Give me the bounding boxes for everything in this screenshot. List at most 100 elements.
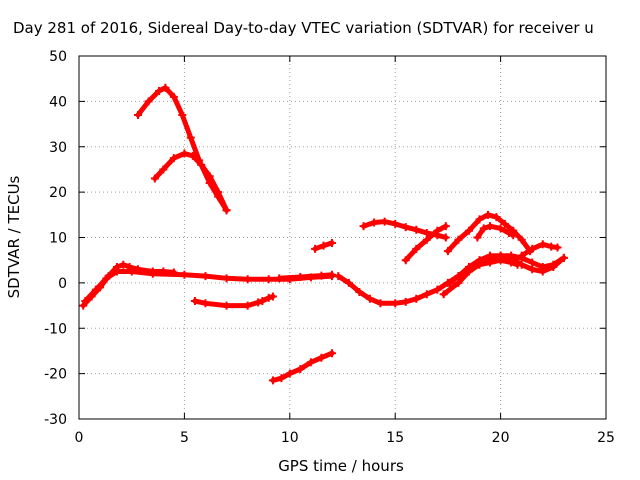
data-point (370, 218, 379, 227)
x-tick-label: 10 (281, 430, 299, 446)
data-point (355, 287, 364, 296)
x-tick-label: 0 (75, 430, 84, 446)
data-point (327, 270, 336, 279)
data-point (254, 298, 263, 307)
x-tick-label: 20 (492, 430, 510, 446)
data-point (222, 301, 231, 310)
data-point (159, 165, 168, 174)
x-tick-label: 5 (180, 430, 189, 446)
data-point (327, 238, 336, 247)
x-tick-label: 15 (386, 430, 404, 446)
data-point (483, 210, 492, 219)
data-point (412, 225, 421, 234)
data-point (327, 349, 336, 358)
series-line (445, 212, 533, 254)
data-point (422, 290, 431, 299)
data-point (222, 206, 231, 215)
data-point (201, 272, 210, 281)
x-tick-label: 25 (597, 430, 615, 446)
data-point (169, 154, 178, 163)
data-point (454, 235, 463, 244)
data-point (190, 297, 199, 306)
data-point (306, 358, 315, 367)
data-point (344, 278, 353, 287)
data-point (507, 251, 516, 260)
y-tick-label: 20 (49, 185, 67, 201)
data-point (433, 285, 442, 294)
data-point (486, 258, 495, 267)
data-point (365, 294, 374, 303)
data-point (496, 256, 505, 265)
y-tick-label: 40 (49, 94, 67, 110)
data-point (464, 267, 473, 276)
data-point (319, 241, 328, 250)
data-point (205, 172, 214, 181)
data-point (528, 244, 537, 253)
y-tick-label: -20 (44, 367, 67, 383)
data-point (334, 272, 343, 281)
data-point (180, 270, 189, 279)
data-point (144, 97, 153, 106)
series-arc-3 (134, 83, 231, 215)
data-point (178, 110, 187, 119)
data-point (214, 188, 223, 197)
data-point (505, 228, 514, 237)
data-point (401, 223, 410, 232)
data-point (102, 274, 111, 283)
data-point (446, 278, 455, 287)
data-point (538, 262, 547, 271)
data-point (412, 294, 421, 303)
data-point (492, 213, 501, 222)
data-point (479, 224, 488, 233)
data-point (549, 260, 558, 269)
data-point (422, 235, 431, 244)
data-point (454, 278, 463, 287)
data-point (161, 83, 170, 92)
data-point (500, 219, 509, 228)
data-point (155, 86, 164, 95)
data-point (127, 267, 136, 276)
data-point (422, 228, 431, 237)
data-point (150, 174, 159, 183)
data-point (243, 301, 252, 310)
series-arc-16 (517, 240, 562, 260)
series-arc-8 (275, 270, 336, 283)
data-point (296, 272, 305, 281)
data-point (268, 376, 277, 385)
data-point (264, 293, 273, 302)
data-point (311, 244, 320, 253)
data-point (507, 258, 516, 267)
data-point (496, 224, 505, 233)
data-point (264, 275, 273, 284)
data-point (401, 297, 410, 306)
series-arc-11 (401, 222, 450, 265)
data-point (277, 374, 286, 383)
data-point (473, 233, 482, 242)
data-point (317, 353, 326, 362)
data-point (91, 285, 100, 294)
data-point (169, 92, 178, 101)
series-arc-6 (268, 349, 336, 385)
series-arc-2 (81, 267, 336, 306)
data-point (475, 215, 484, 224)
data-point (528, 258, 537, 267)
data-point (134, 110, 143, 119)
series-arc-4 (150, 149, 231, 215)
data-point (119, 260, 128, 269)
y-tick-label: -10 (44, 321, 67, 337)
data-point (538, 240, 547, 249)
y-tick-label: -30 (44, 412, 67, 428)
data-point (188, 151, 197, 160)
data-point (441, 233, 450, 242)
data-point (553, 243, 562, 252)
data-point (517, 235, 526, 244)
data-point (186, 133, 195, 142)
plot-frame (78, 55, 607, 420)
data-point (433, 226, 442, 235)
axis-ticks: 0 5 10 15 20 25 -30 -20 -10 0 10 20 30 40 50 (44, 49, 615, 446)
data-point (475, 260, 484, 269)
data-point (275, 274, 284, 283)
series-arc-12 (443, 210, 535, 256)
data-point (317, 271, 326, 280)
